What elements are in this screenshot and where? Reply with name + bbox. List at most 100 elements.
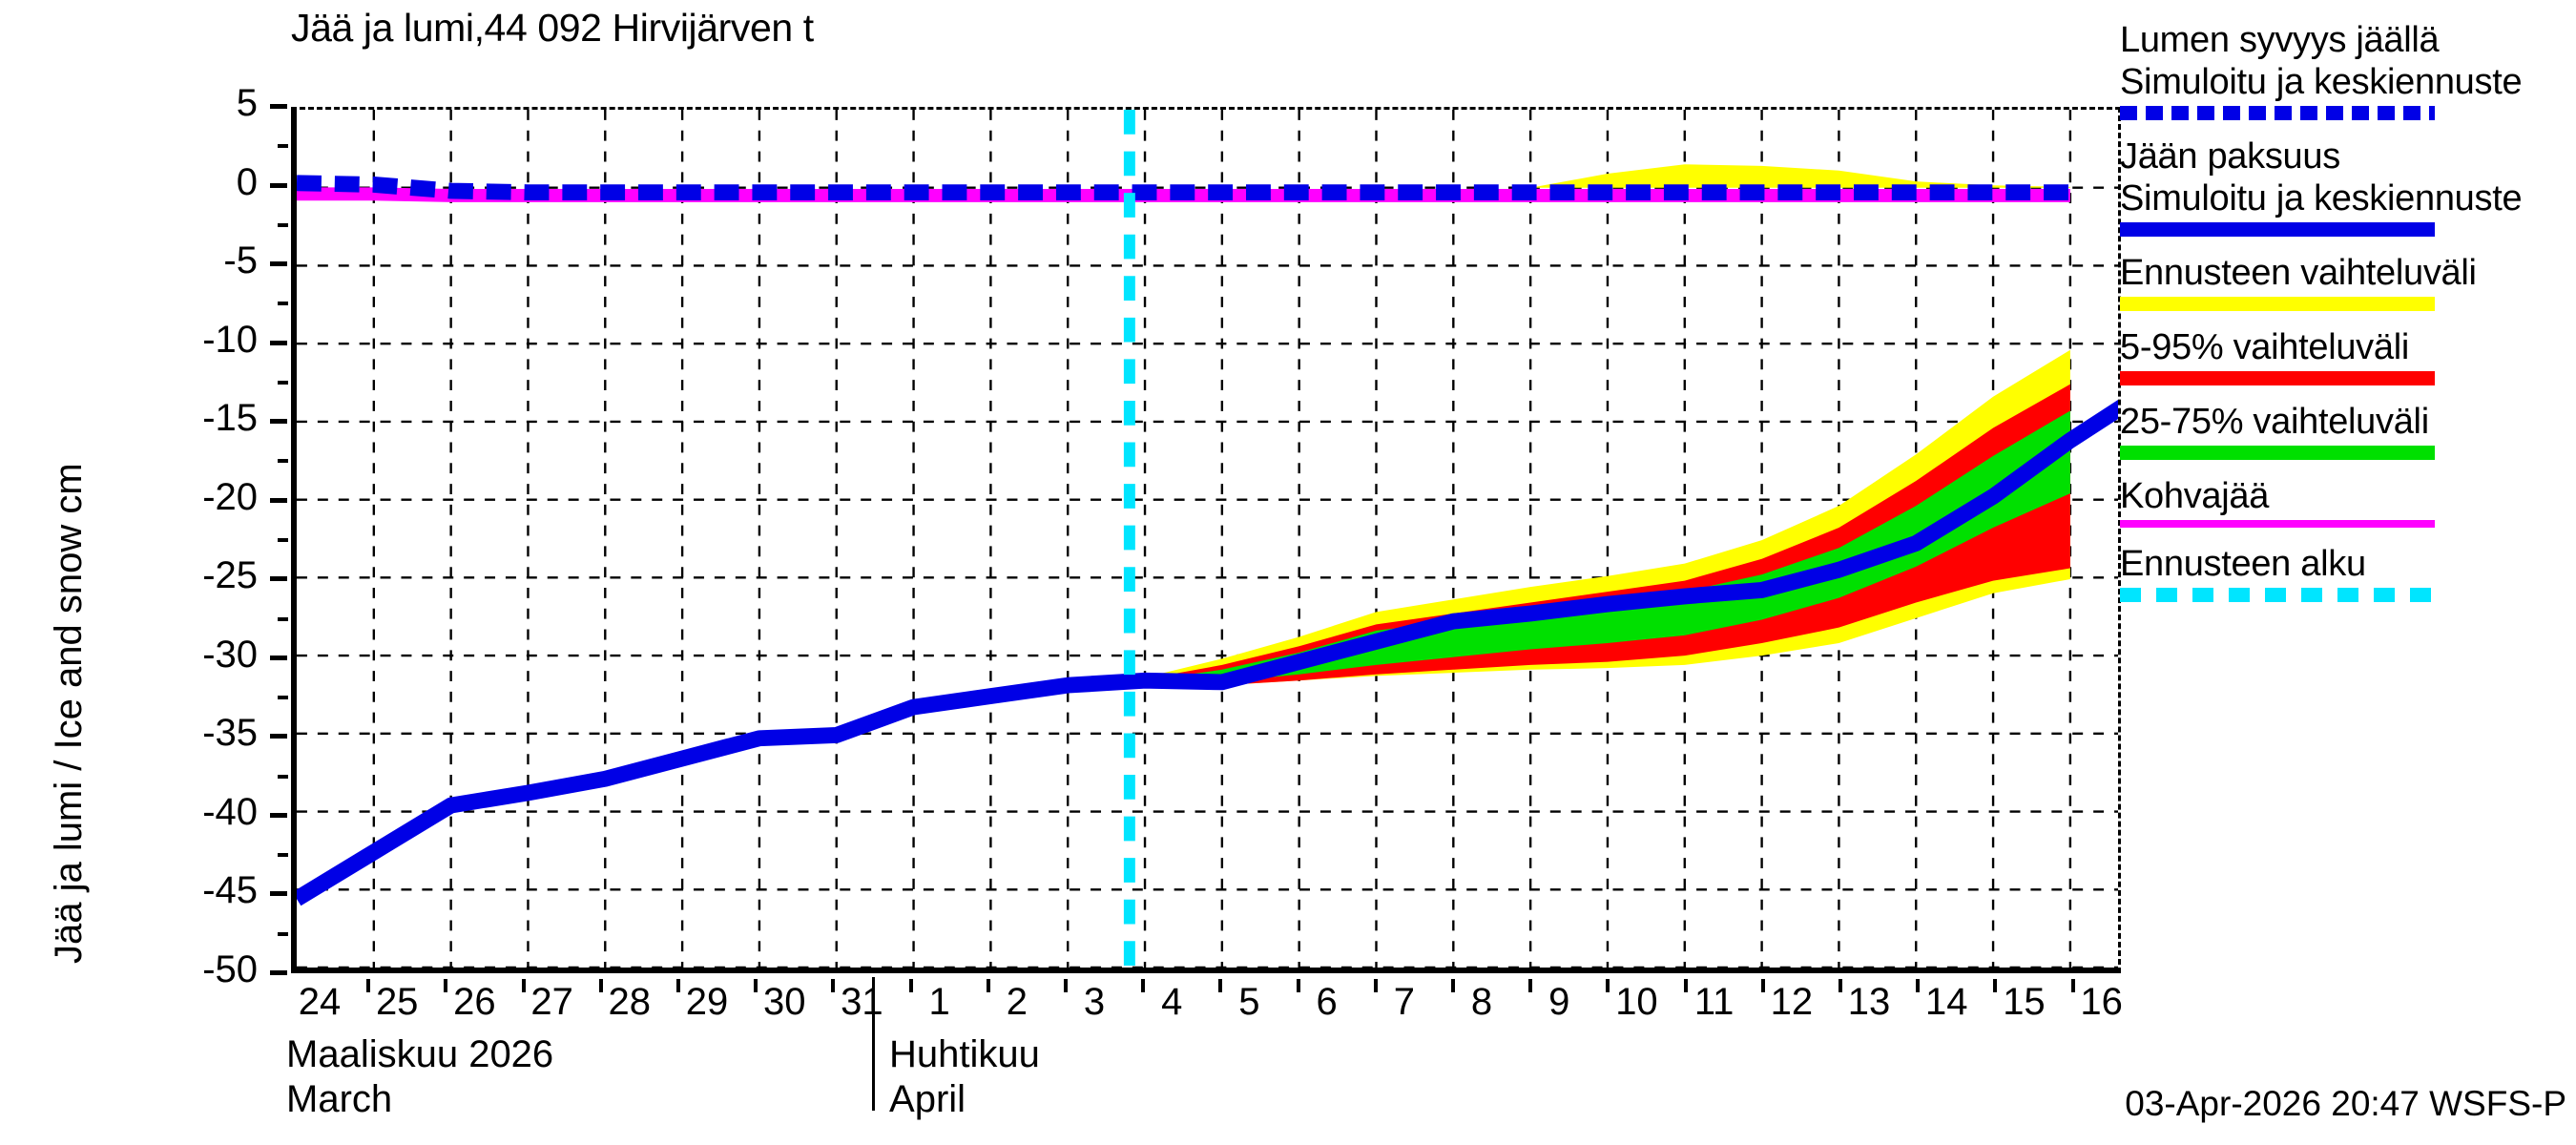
y-tick-mark — [270, 655, 287, 660]
legend-item-ice-thickness: Jään paksuus Simuloitu ja keskiennuste — [2120, 135, 2568, 237]
x-tick-label: 15 — [2003, 981, 2046, 1023]
x-tick-mark — [1839, 979, 1843, 992]
x-tick-mark — [908, 979, 913, 992]
y-tick-mark — [270, 419, 287, 425]
y-tick-label: -50 — [202, 948, 258, 990]
y-minor-tick — [278, 616, 288, 621]
plot-area — [291, 107, 2121, 973]
x-tick-label: 16 — [2080, 981, 2123, 1023]
x-tick-label: 3 — [1083, 981, 1106, 1023]
x-tick-mark — [1993, 979, 1998, 992]
band-forecast-range-snow — [1129, 164, 2070, 188]
x-tick-mark — [444, 979, 448, 992]
x-tick-mark — [1064, 979, 1069, 992]
y-tick-label: -5 — [223, 239, 258, 282]
y-tick-label: 5 — [236, 82, 258, 124]
x-tick-mark — [1528, 979, 1533, 992]
x-tick-label: 7 — [1393, 981, 1415, 1023]
y-tick-label: -35 — [202, 712, 258, 755]
y-tick-mark — [270, 104, 287, 109]
x-tick-label: 6 — [1316, 981, 1338, 1023]
x-tick-mark — [1606, 979, 1610, 992]
x-tick-mark — [1373, 979, 1378, 992]
y-minor-tick — [278, 538, 288, 542]
y-tick-label: -40 — [202, 790, 258, 833]
chart-title: Jää ja lumi,44 092 Hirvijärven t — [291, 6, 814, 50]
y-tick-mark — [270, 812, 287, 818]
y-tick-mark — [270, 734, 287, 739]
x-tick-mark — [831, 979, 836, 992]
x-tick-mark — [1296, 979, 1300, 992]
month-separator — [872, 977, 876, 1111]
y-tick-mark — [270, 340, 287, 345]
legend-swatch-forecast-start — [2120, 588, 2435, 602]
y-tick-label: -10 — [202, 318, 258, 361]
legend-title: Ennusteen alku — [2120, 544, 2366, 584]
legend-item-forecast-start: Ennusteen alku — [2120, 543, 2568, 602]
x-tick-label: 8 — [1470, 981, 1493, 1023]
x-tick-label: 12 — [1770, 981, 1814, 1023]
y-minor-tick — [278, 459, 288, 464]
x-tick-mark — [1916, 979, 1921, 992]
x-tick-mark — [1141, 979, 1146, 992]
y-minor-tick — [278, 853, 288, 858]
y-tick-label: -15 — [202, 397, 258, 440]
y-minor-tick — [278, 696, 288, 700]
month-name-fi: Huhtikuu — [889, 1033, 1040, 1075]
legend-swatch-ice-thickness — [2120, 222, 2435, 237]
legend-swatch-slush-ice — [2120, 520, 2435, 528]
x-tick-label: 24 — [298, 981, 342, 1023]
legend-title: 5-95% vaihteluväli — [2120, 327, 2409, 367]
y-axis-label: Jää ja lumi / Ice and snow cm — [48, 463, 90, 964]
legend: Lumen syvyys jäällä Simuloitu ja keskienn… — [2120, 19, 2568, 617]
footer-timestamp: 03-Apr-2026 20:47 WSFS-P — [2125, 1084, 2566, 1123]
legend-title: 25-75% vaihteluväli — [2120, 402, 2429, 442]
x-tick-label: 13 — [1847, 981, 1891, 1023]
x-tick-mark — [521, 979, 526, 992]
legend-title: Lumen syvyys jäällä — [2120, 20, 2440, 60]
legend-swatch-snow-depth-on-ice — [2120, 106, 2435, 120]
month-name-fi: Maaliskuu 2026 — [286, 1033, 554, 1075]
legend-title: Kohvajää — [2120, 476, 2270, 516]
x-tick-label: 25 — [375, 981, 419, 1023]
x-tick-label: 1 — [928, 981, 950, 1023]
x-tick-label: 4 — [1161, 981, 1183, 1023]
y-minor-tick — [278, 222, 288, 227]
legend-item-range-25-75: 25-75% vaihteluväli — [2120, 401, 2568, 460]
x-tick-mark — [676, 979, 680, 992]
x-tick-mark — [366, 979, 371, 992]
legend-item-range-5-95: 5-95% vaihteluväli — [2120, 326, 2568, 385]
y-tick-label: -25 — [202, 554, 258, 597]
month-name-en: April — [889, 1078, 966, 1120]
legend-item-forecast-range: Ennusteen vaihteluväli — [2120, 252, 2568, 311]
line-ice-thickness — [297, 400, 2118, 906]
x-tick-mark — [1451, 979, 1456, 992]
x-tick-label: 9 — [1548, 981, 1570, 1023]
y-minor-tick — [278, 302, 288, 306]
y-tick-mark — [270, 891, 287, 897]
x-tick-mark — [598, 979, 603, 992]
legend-swatch-range-25-75 — [2120, 446, 2435, 460]
x-tick-label: 27 — [530, 981, 573, 1023]
x-tick-mark — [986, 979, 990, 992]
legend-swatch-forecast-range — [2120, 297, 2435, 311]
legend-subtitle: Simuloitu ja keskiennuste — [2120, 178, 2523, 219]
y-minor-tick — [278, 931, 288, 936]
x-tick-mark — [1760, 979, 1765, 992]
legend-item-snow-depth-on-ice: Lumen syvyys jäällä Simuloitu ja keskienn… — [2120, 19, 2568, 120]
legend-title: Jään paksuus — [2120, 136, 2340, 177]
y-minor-tick — [278, 774, 288, 779]
plot-canvas — [297, 110, 2118, 968]
month-name-en: March — [286, 1078, 393, 1120]
x-tick-label: 11 — [1693, 981, 1735, 1023]
band-range-5-95-ice — [1129, 384, 2070, 686]
line-snow-depth — [297, 175, 2070, 201]
month-label-march: Maaliskuu 2026 March — [286, 1032, 553, 1122]
y-tick-label: -45 — [202, 869, 258, 912]
legend-item-slush-ice: Kohvajää — [2120, 475, 2568, 528]
x-tick-label: 29 — [685, 981, 729, 1023]
y-tick-mark — [270, 576, 287, 582]
x-tick-label: 31 — [841, 981, 883, 1023]
x-tick-label: 28 — [608, 981, 652, 1023]
